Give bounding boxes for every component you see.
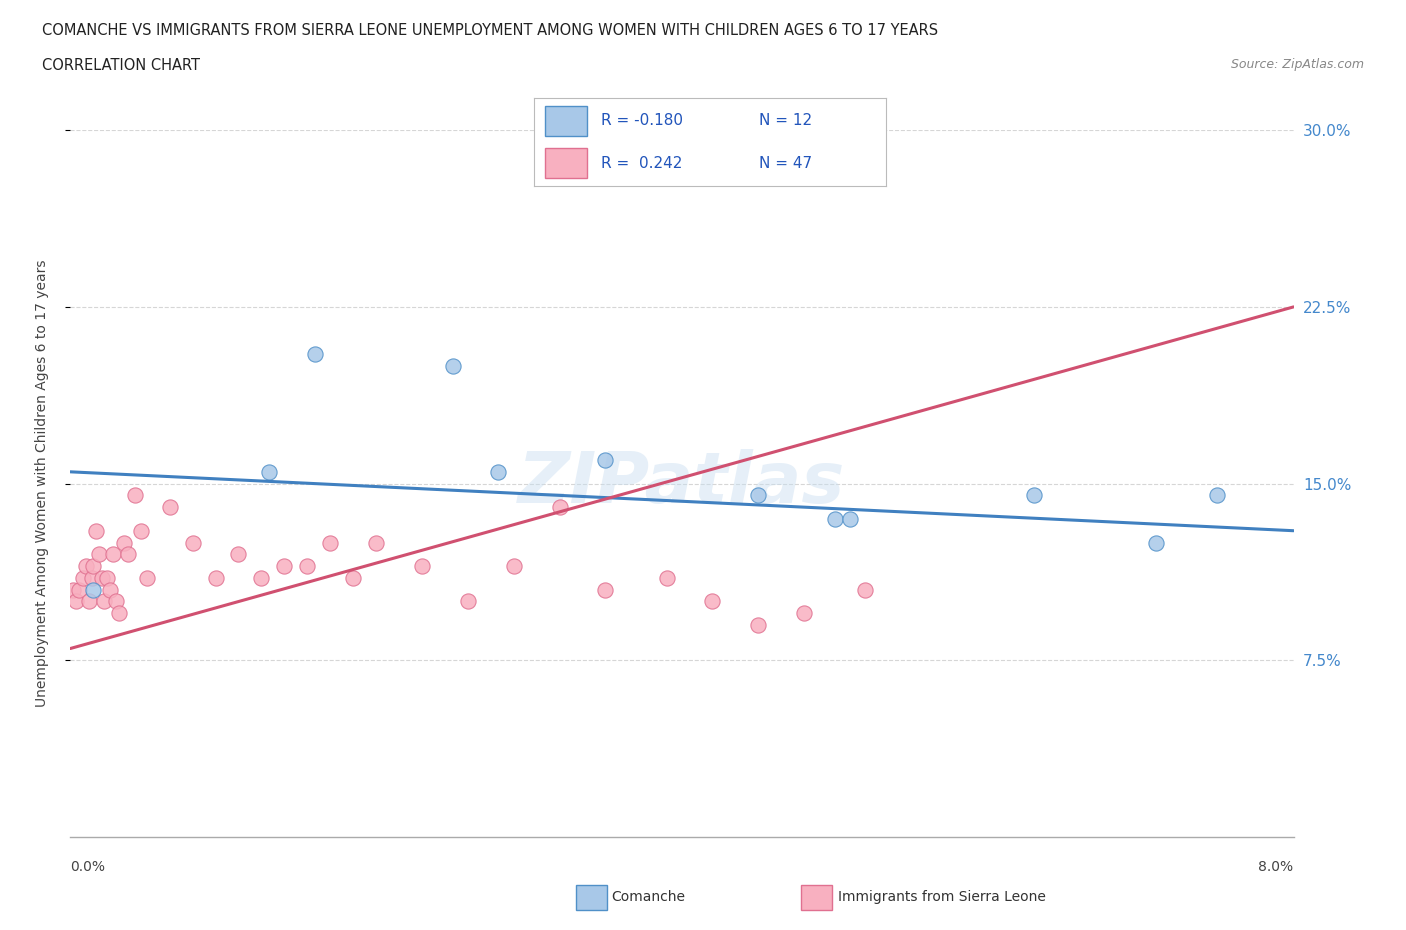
Point [441,358,464,373]
Text: N = 47: N = 47 [759,155,813,170]
Point [319,535,342,550]
Point [411,559,433,574]
Point [1206,488,1229,503]
Point [65,594,87,609]
Point [548,499,571,514]
Point [204,570,226,585]
Point [1022,488,1045,503]
Text: R = -0.180: R = -0.180 [602,113,683,128]
Point [250,570,273,585]
Point [77,594,100,609]
Point [117,547,139,562]
Text: COMANCHE VS IMMIGRANTS FROM SIERRA LEONE UNEMPLOYMENT AMONG WOMEN WITH CHILDREN : COMANCHE VS IMMIGRANTS FROM SIERRA LEONE… [42,23,938,38]
Text: N = 12: N = 12 [759,113,813,128]
Point [69,582,91,597]
Text: R =  0.242: R = 0.242 [602,155,682,170]
Point [839,512,862,526]
Point [181,535,204,550]
Text: Immigrants from Sierra Leone: Immigrants from Sierra Leone [838,889,1046,904]
Bar [544,106,586,136]
Point [129,524,152,538]
Point [101,547,124,562]
Point [655,570,678,585]
Text: ZIPatlas: ZIPatlas [519,449,845,518]
Point [257,464,280,479]
Point [62,582,84,597]
Text: 8.0%: 8.0% [1258,860,1294,874]
Text: 0.0%: 0.0% [70,860,105,874]
Point [502,559,524,574]
Point [1144,535,1167,550]
Point [75,559,97,574]
Point [793,605,815,620]
Point [304,347,326,362]
Point [72,570,94,585]
Point [98,582,121,597]
Bar [544,148,586,178]
Point [595,453,617,468]
Point [297,559,319,574]
Point [93,594,115,609]
Y-axis label: Unemployment Among Women with Children Ages 6 to 17 years: Unemployment Among Women with Children A… [35,259,49,708]
Point [84,524,107,538]
Point [82,582,104,597]
Point [89,547,111,562]
Point [228,547,250,562]
Point [595,582,617,597]
Point [855,582,877,597]
Point [747,488,769,503]
Point [824,512,846,526]
Point [135,570,157,585]
Point [82,559,104,574]
Text: Source: ZipAtlas.com: Source: ZipAtlas.com [1230,58,1364,71]
Point [702,594,724,609]
Point [488,464,510,479]
Text: Comanche: Comanche [612,889,686,904]
Point [273,559,295,574]
Point [124,488,146,503]
Point [108,605,131,620]
Point [105,594,128,609]
Point [159,499,181,514]
Point [96,570,118,585]
Point [457,594,479,609]
Point [342,570,364,585]
Point [112,535,135,550]
Text: CORRELATION CHART: CORRELATION CHART [42,58,200,73]
Point [366,535,388,550]
Point [80,570,103,585]
Point [747,618,769,632]
Point [91,570,114,585]
